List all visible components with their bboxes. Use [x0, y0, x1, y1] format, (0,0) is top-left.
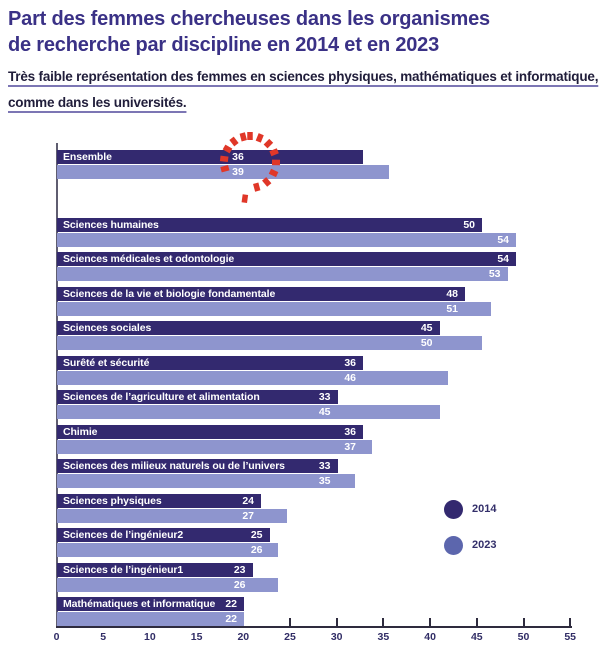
- x-axis-tick-label: 20: [237, 631, 250, 643]
- bar-value-label: 22: [225, 613, 237, 625]
- bar-value-label: 45: [420, 322, 433, 334]
- category-label: Sciences médicales et odontologie: [63, 253, 235, 265]
- bar-2023: [57, 336, 482, 350]
- bar-2023: [57, 612, 244, 626]
- bar-2014: Sciences humaines: [57, 217, 482, 232]
- bar-2023: [57, 543, 278, 557]
- category-label: Sciences des milieux naturels ou de l’un…: [63, 460, 285, 472]
- category-label: Sciences sociales: [63, 322, 152, 334]
- bar-2014: Surêté et sécurité: [57, 355, 363, 370]
- x-axis-tick-label: 30: [330, 631, 343, 643]
- x-axis-tick: [475, 618, 478, 626]
- page-title: Part des femmes chercheuses dans les org…: [8, 6, 604, 58]
- subtitle-line1: Très faible représentation des femmes en…: [8, 69, 599, 84]
- bar-2023: [57, 405, 440, 419]
- bar-value-label: 36: [344, 356, 356, 369]
- bar-2014: Sciences de l’ingénieur1: [57, 562, 253, 577]
- category-label: Mathématiques et informatique: [63, 598, 216, 610]
- x-axis-tick-label: 25: [284, 631, 296, 643]
- legend-swatch-2014: [444, 500, 463, 519]
- bar-value-label: 46: [344, 371, 356, 384]
- bar-value-label: 51: [446, 302, 458, 315]
- category-label: Ensemble: [63, 151, 112, 163]
- category-label: Sciences de l’agriculture et alimentatio…: [63, 391, 260, 403]
- x-axis-tick-label: 10: [144, 631, 156, 643]
- category-label: Sciences physiques: [63, 494, 162, 507]
- bar-value-label: 27: [242, 509, 254, 522]
- x-axis-tick-label: 15: [190, 631, 203, 643]
- bar-value-label: 36: [232, 151, 244, 163]
- bar-2023: [57, 577, 278, 592]
- category-label: Sciences humaines: [63, 218, 159, 231]
- bar-value-label: 54: [497, 233, 509, 246]
- x-axis-tick-label: 35: [377, 631, 390, 643]
- x-axis-tick-label: 0: [53, 631, 60, 643]
- bar-2014: Sciences sociales: [57, 321, 440, 335]
- x-axis-tick: [335, 618, 338, 626]
- x-axis-tick-label: 5: [100, 631, 107, 643]
- chart-subtitle: Très faible représentation des femmes en…: [8, 64, 612, 116]
- bar-2023: [57, 508, 287, 523]
- bar-value-label: 37: [344, 440, 356, 453]
- bar-value-label: 36: [344, 425, 356, 438]
- category-label: Surêté et sécurité: [63, 356, 150, 369]
- bar-value-label: 50: [420, 337, 433, 349]
- page-title-line2: de recherche par discipline en 2014 et e…: [8, 34, 440, 56]
- bar-2014: Chimie: [57, 424, 363, 439]
- x-axis-tick: [382, 618, 385, 626]
- x-axis-tick: [522, 618, 525, 626]
- bar-value-label: 23: [233, 563, 246, 576]
- bar-value-label: 48: [446, 287, 458, 300]
- x-axis-tick-label: 55: [564, 631, 577, 643]
- legend-swatch-2023: [444, 536, 463, 555]
- x-axis-tick-label: 40: [424, 631, 436, 643]
- bar-value-label: 33: [318, 460, 331, 472]
- bar-2023: [57, 301, 491, 316]
- category-label: Sciences de l’ingénieur2: [63, 529, 184, 541]
- bar-2023: [57, 474, 355, 488]
- bar-value-label: 33: [318, 391, 331, 403]
- x-axis-tick: [289, 618, 291, 626]
- bar-2014: Sciences de l’ingénieur2: [57, 528, 270, 542]
- x-axis-tick: [569, 618, 572, 626]
- bar-2014: Mathématiques et informatique: [57, 597, 244, 611]
- bar-value-label: 54: [497, 253, 509, 265]
- bar-value-label: 26: [233, 578, 246, 591]
- bar-value-label: 50: [463, 218, 475, 231]
- bar-2014: Ensemble: [57, 150, 363, 164]
- y-axis-line: [56, 143, 58, 627]
- bar-value-label: 53: [488, 268, 501, 280]
- bar-value-label: 45: [318, 406, 331, 418]
- subtitle-line2: comme dans les universités.: [8, 95, 187, 110]
- category-label: Sciences de l’ingénieur1: [63, 563, 184, 576]
- bar-value-label: 35: [318, 475, 331, 487]
- legend-label-2023: 2023: [472, 539, 497, 551]
- bar-2023: [57, 165, 389, 179]
- bar-2014: Sciences médicales et odontologie: [57, 252, 516, 266]
- bar-2014: Sciences physiques: [57, 493, 261, 508]
- x-axis-tick-label: 50: [517, 631, 530, 643]
- bar-value-label: 39: [232, 166, 244, 178]
- bar-2023: [57, 439, 372, 454]
- bar-value-label: 26: [250, 544, 263, 556]
- bar-2023: [57, 232, 516, 247]
- bar-value-label: 22: [225, 598, 237, 610]
- legend-label-2014: 2014: [472, 503, 497, 515]
- bar-2014: Sciences des milieux naturels ou de l’un…: [57, 459, 338, 473]
- bar-2023: [57, 267, 508, 281]
- bar-value-label: 24: [242, 494, 254, 507]
- x-axis-line: [56, 626, 572, 628]
- category-label: Sciences de la vie et biologie fondament…: [63, 287, 276, 300]
- bar-2023: [57, 370, 448, 385]
- x-axis-tick: [429, 618, 432, 626]
- bar-2014: Sciences de l’agriculture et alimentatio…: [57, 390, 338, 404]
- bar-value-label: 25: [250, 529, 263, 541]
- x-axis-tick-label: 45: [470, 631, 483, 643]
- bar-2014: Sciences de la vie et biologie fondament…: [57, 286, 465, 301]
- page-title-line1: Part des femmes chercheuses dans les org…: [8, 8, 490, 30]
- category-label: Chimie: [63, 425, 98, 438]
